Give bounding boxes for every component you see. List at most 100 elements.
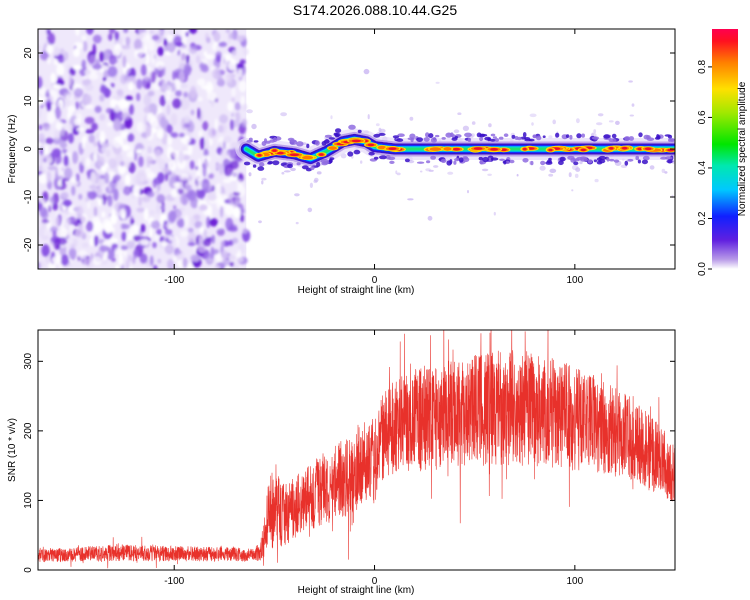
noise-blob (87, 191, 98, 200)
noise-blob (196, 78, 206, 86)
speckle-dot (419, 170, 423, 173)
x-tick-label: 0 (372, 576, 378, 587)
colorbar-tick-label: 0.8 (697, 60, 708, 74)
noise-blob (136, 121, 144, 133)
noise-blob (240, 214, 245, 223)
noise-blob (120, 131, 130, 139)
ridge-edge-blob (484, 136, 492, 141)
noise-blob (202, 163, 206, 169)
noise-blob (99, 174, 105, 180)
noise-blob (186, 54, 190, 64)
noise-blob (143, 93, 152, 107)
noise-blob (180, 193, 189, 205)
noise-blob (38, 44, 41, 51)
ridge-edge-blob (253, 140, 259, 143)
noise-blob (218, 41, 228, 47)
noise-blob (85, 157, 91, 168)
noise-blob (236, 178, 243, 189)
ridge-edge-blob (267, 162, 272, 165)
noise-blob (97, 156, 105, 168)
ridge-edge-blob (450, 132, 454, 138)
noise-blob (58, 179, 62, 187)
noise-blob (133, 250, 138, 257)
noise-blob (59, 228, 68, 238)
speckle-dot (462, 125, 469, 131)
noise-blob (235, 63, 244, 69)
noise-blob (136, 170, 147, 183)
noise-blob (175, 90, 182, 97)
ridge-edge-blob (248, 137, 253, 142)
ridge-edge-blob (494, 138, 499, 142)
noise-blob (222, 178, 232, 184)
noise-blob (52, 84, 62, 89)
noise-blob (69, 222, 73, 233)
ridge-edge-blob (252, 164, 257, 168)
ridge-edge-blob (641, 159, 649, 165)
ridge-edge-blob (428, 133, 434, 139)
noise-blob (170, 113, 178, 126)
ridge-hot-orange (429, 147, 442, 151)
noise-blob (220, 241, 225, 246)
noise-blob (178, 71, 186, 83)
speckle-dot (493, 211, 496, 216)
noise-blob (72, 151, 79, 164)
noise-blob (224, 164, 234, 177)
ridge-hot-orange (302, 155, 314, 160)
snr-panel: -100 0 100 0 100 200 300 Height of straight l… (7, 329, 676, 596)
ridge-edge-blob (542, 135, 546, 138)
noise-blob (110, 98, 117, 108)
speckle-dot (433, 165, 439, 168)
noise-blob (46, 102, 52, 112)
noise-blob (167, 42, 176, 53)
noise-blob (197, 158, 202, 171)
noise-blob (81, 59, 86, 68)
noise-blob (165, 223, 171, 228)
noise-blob (126, 240, 135, 249)
noise-blob (52, 137, 63, 145)
noise-blob (151, 52, 155, 65)
noise-blob (58, 236, 67, 246)
ridge-hot-red (473, 147, 483, 150)
noise-blob (238, 80, 247, 93)
ridge-hot-red (523, 147, 527, 151)
ridge-edge-blob (347, 151, 354, 157)
noise-blob (93, 141, 98, 147)
noise-blob (50, 72, 56, 84)
noise-blob (170, 189, 178, 198)
ridge-edge-blob (511, 134, 516, 139)
ridge-edge-blob (545, 161, 553, 165)
noise-blob (228, 226, 238, 232)
ridge-edge-blob (310, 166, 315, 171)
noise-blob (228, 254, 236, 261)
noise-blob (149, 227, 153, 238)
noise-blob (91, 216, 101, 230)
y-tick-label: 10 (23, 95, 34, 107)
noise-blob (187, 227, 194, 233)
noise-blob (225, 29, 231, 34)
ridge-edge-blob (613, 159, 620, 163)
noise-blob (46, 56, 52, 65)
ridge-edge-blob (478, 156, 483, 161)
noise-blob (237, 68, 243, 78)
speckle-dot (453, 129, 460, 134)
noise-blob (183, 91, 188, 98)
noise-blob (122, 144, 130, 152)
ridge-edge-blob (441, 137, 446, 140)
ridge-edge-blob (353, 149, 361, 155)
ridge-edge-blob (642, 155, 650, 161)
noise-blob (84, 196, 90, 203)
noise-blob (208, 173, 214, 179)
noise-blob (213, 31, 221, 43)
ridge-edge-blob (540, 160, 546, 166)
speckle-dot (594, 178, 599, 183)
ridge-edge-blob (378, 132, 386, 136)
speckle-dot (628, 80, 633, 83)
noise-blob (165, 95, 171, 101)
ridge-hot-red (319, 153, 324, 156)
ridge-edge-blob (462, 157, 470, 163)
ridge-edge-blob (328, 137, 335, 140)
noise-blob (198, 189, 206, 198)
noise-blob (104, 221, 113, 234)
noise-blob (175, 210, 182, 221)
